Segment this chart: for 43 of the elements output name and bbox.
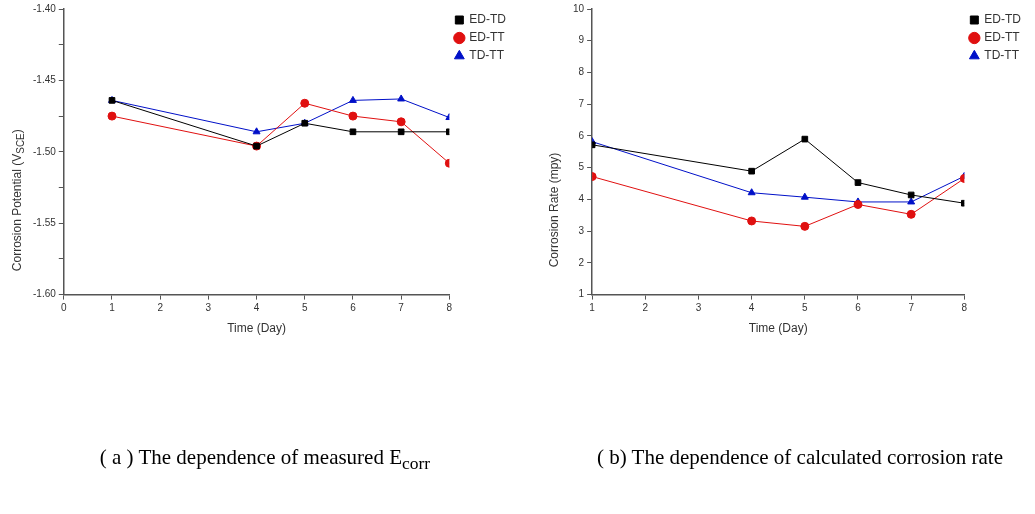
y-tick-label: -1.40 xyxy=(33,2,57,14)
x-tick-label: 2 xyxy=(157,302,164,314)
x-tick-label: 4 xyxy=(748,302,755,314)
x-tick-label: 5 xyxy=(802,302,809,314)
x-axis-title: Time (Day) xyxy=(227,321,287,336)
y-tick-label: -1.55 xyxy=(33,216,57,228)
legend-label: ED-TD xyxy=(469,12,507,27)
y-tick-label: 6 xyxy=(578,129,585,141)
legend-label: ED-TT xyxy=(469,30,506,45)
y-tick-label: -1.60 xyxy=(33,288,57,300)
y-tick-label: 8 xyxy=(578,66,585,78)
x-tick-label: 3 xyxy=(695,302,702,314)
legend-label: TD-TT xyxy=(469,48,505,63)
x-axis-title: Time (Day) xyxy=(748,321,808,336)
y-tick-label: 10 xyxy=(573,2,585,14)
y-tick-label: 2 xyxy=(578,256,585,268)
y-tick-label: 9 xyxy=(578,34,585,46)
text: ( a ) The dependence of measured E$_{corr}$ xyxy=(98,445,432,475)
x-tick-label: 3 xyxy=(205,302,212,314)
x-tick-label: 5 xyxy=(301,302,308,314)
x-tick-label: 1 xyxy=(589,302,596,314)
y-tick-label: 5 xyxy=(578,161,585,173)
legend-label: ED-TD xyxy=(984,12,1022,27)
x-tick-label: 4 xyxy=(253,302,260,314)
y-axis-title: Corrosion Rate (mpy) xyxy=(546,152,561,268)
y-tick-label: 7 xyxy=(578,97,585,109)
x-tick-label: 8 xyxy=(961,302,968,314)
x-tick-label: 7 xyxy=(398,302,405,314)
y-tick-label: -1.45 xyxy=(33,74,57,86)
x-tick-label: 1 xyxy=(109,302,116,314)
y-tick-label: -1.50 xyxy=(33,145,57,157)
text: ( b) The dependence of calculated corrosion rate xyxy=(596,445,1004,470)
y-tick-label: 3 xyxy=(578,224,585,236)
legend-label: ED-TT xyxy=(984,30,1021,45)
x-tick-label: 6 xyxy=(855,302,862,314)
x-tick-label: 2 xyxy=(642,302,649,314)
x-tick-label: 8 xyxy=(446,302,453,314)
y-tick-label: 1 xyxy=(578,288,585,300)
x-tick-label: 0 xyxy=(61,302,68,314)
y-tick-label: 4 xyxy=(578,193,585,205)
x-tick-label: 7 xyxy=(908,302,915,314)
x-tick-label: 6 xyxy=(350,302,357,314)
legend-label: TD-TT xyxy=(984,48,1020,63)
